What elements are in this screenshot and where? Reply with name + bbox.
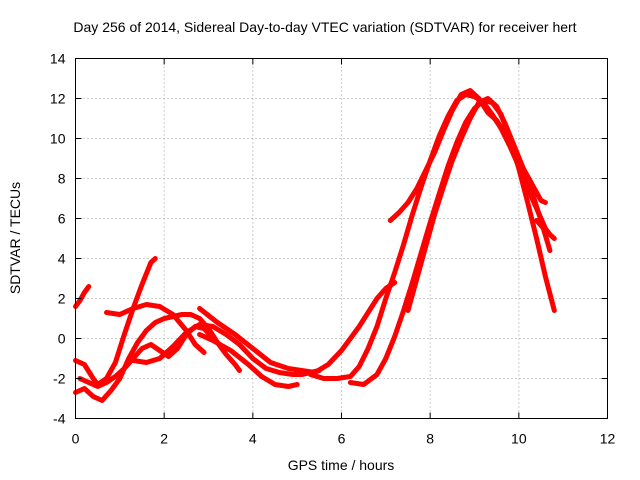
data-series-arc-2	[73, 256, 158, 387]
x-tick-label: 0	[72, 431, 80, 447]
y-tick-label: 2	[58, 291, 66, 307]
grid	[75, 58, 608, 419]
x-tick-label: 4	[249, 431, 257, 447]
data-series-arc-8	[197, 332, 300, 389]
data-series-arc-10	[347, 98, 557, 387]
data-series-arc-1	[73, 284, 92, 309]
y-tick-label: -4	[53, 411, 66, 427]
data-series-group	[73, 88, 557, 403]
y-axis-label: SDTVAR / TECUs	[7, 182, 23, 294]
data-series-arc-7	[197, 280, 398, 375]
x-tick-label: 10	[511, 431, 527, 447]
y-tick-label: -2	[53, 371, 66, 387]
y-tick-label: 8	[58, 171, 66, 187]
x-tick-label: 8	[426, 431, 434, 447]
data-series-arc-13	[534, 218, 557, 241]
y-tick-label: 0	[58, 331, 66, 347]
x-tick-label: 2	[160, 431, 168, 447]
y-tick-label: 14	[50, 51, 66, 67]
data-series-arc-6	[130, 322, 322, 377]
axis-ticks: -4 -2 0 2 4 6 8 10 12 14 0 2 4 6 8 10 12	[50, 51, 616, 447]
data-series-arc-12	[405, 96, 553, 313]
data-series-arc-5	[104, 302, 207, 355]
x-tick-label: 12	[600, 431, 616, 447]
x-axis-label: GPS time / hours	[288, 457, 395, 473]
y-tick-label: 10	[50, 131, 66, 147]
y-tick-label: 4	[58, 251, 66, 267]
y-tick-label: 12	[50, 91, 66, 107]
chart-title: Day 256 of 2014, Sidereal Day-to-day VTE…	[73, 19, 576, 35]
y-tick-label: 6	[58, 211, 66, 227]
x-tick-label: 6	[338, 431, 346, 447]
data-series-arc-11	[387, 88, 548, 223]
